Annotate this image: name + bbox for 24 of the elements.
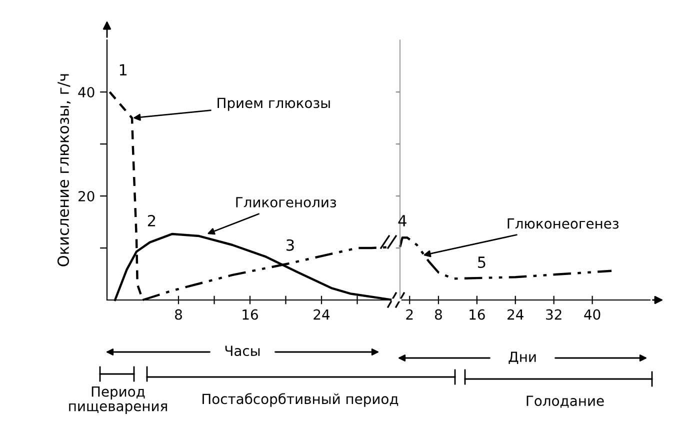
annotation: 2 [148,214,156,226]
text: Дни [508,352,536,364]
text: Голодание [526,396,604,408]
x-tick-label: 24 [508,309,524,320]
text: Часы [225,346,260,356]
x-tick-label: 32 [546,309,562,320]
annotation: 3 [286,239,294,251]
x-tick-label: 16 [470,309,485,320]
x-tick-label: 8 [175,309,182,320]
x-tick-label: 2 [406,309,413,320]
annotation: Прием глюкозы [218,98,330,111]
annotation: 1 [120,64,127,76]
annotation: Гликогенолиз [236,197,336,208]
x-tick-label: 40 [584,309,600,320]
x-tick-label: 24 [314,309,330,320]
annotation: 5 [478,256,486,268]
x-tick-label: 8 [434,309,442,320]
annotation: Глюконеогенез [508,218,618,229]
y-axis-title: Окисление глюкозы, г/ч [57,74,71,266]
text: Постабсорбтивный период [202,393,398,407]
y-tick-label: 20 [78,190,94,202]
annotation: 4 [398,215,406,226]
text: Период пищеварения [69,386,167,414]
x-tick-label: 16 [242,309,258,320]
